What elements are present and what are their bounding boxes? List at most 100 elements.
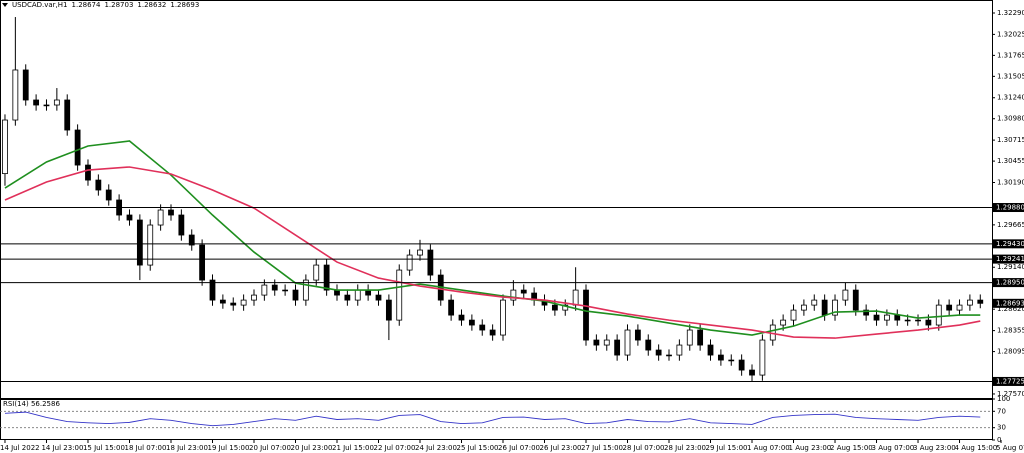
candle-body bbox=[614, 339, 621, 356]
y-tick-label: 1.31240 bbox=[997, 94, 1024, 102]
candle-body bbox=[624, 329, 631, 356]
candle-body bbox=[728, 359, 735, 362]
x-tick-label: 24 Jul 23:00 bbox=[415, 444, 457, 452]
candle-body bbox=[323, 264, 330, 291]
level-label: 1.27725 bbox=[996, 377, 1024, 385]
candle-body bbox=[759, 339, 766, 376]
candle-body bbox=[883, 314, 890, 321]
price-panel-frame bbox=[0, 0, 993, 399]
candle-body bbox=[479, 324, 486, 331]
ohlc-open: 1.28674 bbox=[72, 1, 101, 9]
y-tick-label: 100 bbox=[997, 395, 1010, 403]
candle-body bbox=[946, 304, 953, 311]
candle-body bbox=[489, 329, 496, 336]
level-label-box bbox=[993, 239, 1024, 249]
chart-header: USDCAD.var,H1 1.28674 1.28703 1.28632 1.2869… bbox=[12, 1, 199, 9]
y-tick-label: 1.28095 bbox=[997, 348, 1024, 356]
moving-average bbox=[4, 166, 981, 339]
y-tick-label: 1.30715 bbox=[997, 136, 1024, 144]
candle-body bbox=[634, 329, 641, 341]
candle-body bbox=[458, 314, 465, 321]
candle-body bbox=[510, 289, 517, 301]
ohlc-close: 1.28693 bbox=[170, 1, 199, 9]
candle-body bbox=[354, 289, 361, 301]
candle-body bbox=[572, 289, 579, 306]
x-tick-label: 14 Jul 23:00 bbox=[41, 444, 83, 452]
candle-body bbox=[603, 339, 610, 346]
candle-body bbox=[800, 304, 807, 311]
candle-body bbox=[22, 69, 29, 101]
x-tick-label: 1 Aug 07:00 bbox=[747, 444, 790, 452]
x-tick-label: 5 Aug 07:00 bbox=[996, 444, 1024, 452]
candle-body bbox=[967, 299, 973, 306]
rsi-panel-frame bbox=[0, 399, 993, 440]
candle-body bbox=[562, 304, 569, 311]
candle-body bbox=[53, 99, 60, 106]
y-tick-label: 1.32290 bbox=[997, 9, 1024, 17]
candle-body bbox=[105, 189, 112, 201]
candle-body bbox=[852, 289, 859, 311]
x-tick-label: 18 Jul 07:00 bbox=[124, 444, 166, 452]
x-tick-label: 20 Jul 07:00 bbox=[249, 444, 291, 452]
candle-body bbox=[915, 319, 921, 322]
x-tick-label: 20 Jul 23:00 bbox=[290, 444, 332, 452]
candle-body bbox=[717, 354, 724, 361]
candle-body bbox=[780, 319, 787, 326]
candle-body bbox=[417, 249, 423, 256]
y-tick-label: 1.31505 bbox=[997, 72, 1024, 80]
y-tick-label: 70 bbox=[997, 407, 1006, 415]
candle-body bbox=[697, 329, 704, 346]
candle-body bbox=[261, 284, 268, 296]
candle-body bbox=[95, 179, 102, 191]
level-label-box bbox=[993, 278, 1024, 288]
y-tick-label: 1.29140 bbox=[997, 263, 1024, 271]
x-tick-label: 26 Jul 23:00 bbox=[540, 444, 582, 452]
x-tick-label: 25 Jul 15:00 bbox=[457, 444, 499, 452]
candle-body bbox=[375, 294, 382, 301]
y-tick-label: 1.28355 bbox=[997, 327, 1024, 335]
candle-body bbox=[821, 299, 828, 316]
x-tick-label: 4 Aug 15:00 bbox=[955, 444, 998, 452]
candle-body bbox=[240, 299, 247, 306]
rsi-line bbox=[4, 411, 981, 427]
candle-body bbox=[157, 209, 164, 226]
candle-body bbox=[282, 289, 289, 292]
symbol: USDCAD.var,H1 bbox=[12, 1, 68, 9]
y-tick-label: 1.32025 bbox=[997, 30, 1024, 38]
y-tick-label: 1.27570 bbox=[997, 390, 1024, 398]
candle-body bbox=[832, 299, 838, 316]
candle-body bbox=[811, 299, 818, 306]
candle-body bbox=[738, 359, 745, 371]
candle-body bbox=[178, 214, 185, 236]
candle-body bbox=[209, 279, 216, 301]
candle-body bbox=[168, 209, 174, 216]
candle-body bbox=[707, 344, 714, 356]
candle-body bbox=[385, 299, 392, 321]
candle-body bbox=[500, 299, 506, 336]
candle-body bbox=[85, 164, 91, 181]
y-tick-label: 1.30455 bbox=[997, 157, 1024, 165]
candle-body bbox=[188, 234, 195, 246]
candle-body bbox=[448, 299, 455, 316]
candle-body bbox=[873, 314, 880, 321]
x-tick-label: 3 Aug 23:00 bbox=[913, 444, 956, 452]
x-tick-label: 27 Jul 15:00 bbox=[581, 444, 623, 452]
candle-body bbox=[468, 319, 475, 326]
candle-body bbox=[406, 254, 413, 271]
y-tick-label: 30 bbox=[997, 424, 1006, 432]
moving-average bbox=[4, 140, 981, 336]
x-tick-label: 19 Jul 15:00 bbox=[207, 444, 249, 452]
x-tick-label: 22 Jul 07:00 bbox=[373, 444, 415, 452]
menu-arrow[interactable] bbox=[2, 3, 8, 7]
candle-body bbox=[344, 294, 351, 301]
candle-body bbox=[956, 304, 963, 311]
candle-body bbox=[199, 244, 206, 281]
candle-body bbox=[551, 304, 558, 311]
candle-body bbox=[676, 344, 683, 356]
x-tick-label: 14 Jul 2022 bbox=[0, 444, 40, 452]
candle-body bbox=[593, 339, 600, 346]
candle-body bbox=[645, 339, 652, 351]
candle-body bbox=[863, 309, 870, 316]
rsi-title: RSI(14) 56.2586 bbox=[3, 400, 60, 408]
candle-body bbox=[230, 302, 237, 306]
